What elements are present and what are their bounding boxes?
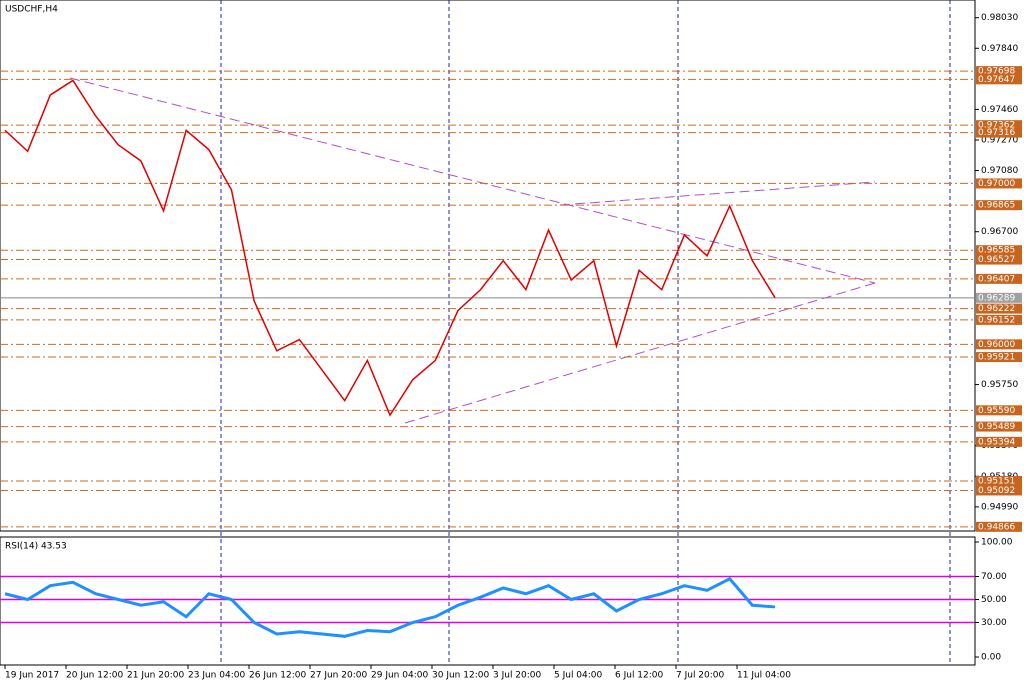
level-box bbox=[976, 254, 1022, 265]
y-tick-label: 0.96700 bbox=[981, 227, 1018, 237]
y-tick-label: 100.00 bbox=[981, 538, 1013, 548]
rsi-title: RSI(14) 43.53 bbox=[5, 542, 67, 552]
level-box bbox=[976, 421, 1022, 432]
period-separators bbox=[220, 0, 951, 665]
y-tick-label: 0.94990 bbox=[981, 502, 1018, 512]
level-label: 0.95489 bbox=[978, 422, 1015, 432]
level-label: 0.96000 bbox=[978, 340, 1015, 350]
level-box bbox=[976, 66, 1022, 77]
level-label: 0.96865 bbox=[978, 201, 1015, 211]
level-box bbox=[976, 74, 1022, 85]
level-box bbox=[976, 314, 1022, 325]
rsi-panel bbox=[0, 536, 976, 666]
x-tick-label: 29 Jun 04:00 bbox=[371, 671, 428, 681]
level-box bbox=[976, 245, 1022, 256]
series-line bbox=[4, 576, 776, 638]
level-box bbox=[976, 475, 1022, 486]
trend-lines bbox=[69, 77, 876, 424]
x-tick-label: 20 Jun 12:00 bbox=[66, 671, 123, 681]
level-label: 0.97316 bbox=[978, 128, 1015, 138]
chart-title: USDCHF,H4 bbox=[5, 5, 58, 15]
level-box bbox=[976, 405, 1022, 416]
level-label: 0.96152 bbox=[978, 315, 1015, 325]
level-box bbox=[976, 120, 1022, 131]
level-label: 0.96222 bbox=[978, 304, 1015, 314]
level-label: 0.95394 bbox=[978, 437, 1015, 447]
level-label: 0.97000 bbox=[978, 179, 1015, 189]
level-label: 0.95590 bbox=[978, 406, 1015, 416]
x-tick-label: 21 Jun 20:00 bbox=[127, 671, 184, 681]
level-label: 0.97698 bbox=[978, 67, 1015, 77]
level-box bbox=[976, 127, 1022, 138]
y-tick-label: 0.98030 bbox=[981, 13, 1018, 23]
x-tick-label: 19 Jun 2017 bbox=[5, 671, 59, 681]
level-label: 0.96407 bbox=[978, 274, 1015, 284]
level-label: 0.95151 bbox=[978, 476, 1015, 486]
series-line bbox=[4, 79, 776, 417]
x-tick-label: 27 Jun 20:00 bbox=[310, 671, 367, 681]
y-tick-label: 30.00 bbox=[981, 618, 1007, 628]
x-tick-label: 23 Jun 04:00 bbox=[188, 671, 245, 681]
level-label: 0.96527 bbox=[978, 255, 1015, 265]
level-label: 0.95921 bbox=[978, 353, 1015, 363]
y-tick-label: 0.97270 bbox=[981, 135, 1018, 145]
y-tick-label: 0.97460 bbox=[981, 105, 1018, 115]
current-price-label: 0.96289 bbox=[978, 293, 1015, 303]
level-box bbox=[976, 436, 1022, 447]
y-tick-label: 0.97080 bbox=[981, 166, 1018, 176]
level-box bbox=[976, 303, 1022, 314]
x-tick-label: 26 Jun 12:00 bbox=[249, 671, 306, 681]
level-box bbox=[976, 485, 1022, 496]
y-tick-label: 0.97840 bbox=[981, 44, 1018, 54]
y-tick-label: 70.00 bbox=[981, 572, 1007, 582]
current-price-box bbox=[976, 292, 1022, 303]
level-label: 0.95092 bbox=[978, 486, 1015, 496]
x-tick-label: 6 Jul 12:00 bbox=[615, 671, 664, 681]
level-box bbox=[976, 352, 1022, 363]
level-box bbox=[976, 273, 1022, 284]
level-label: 0.96585 bbox=[978, 246, 1015, 256]
level-label: 0.94866 bbox=[978, 522, 1015, 532]
level-box bbox=[976, 200, 1022, 211]
x-tick-label: 5 Jul 04:00 bbox=[554, 671, 603, 681]
y-tick-label: 0.95750 bbox=[981, 380, 1018, 390]
x-tick-label: 30 Jun 12:00 bbox=[432, 671, 489, 681]
level-label: 0.97362 bbox=[978, 121, 1015, 131]
x-tick-label: 3 Jul 20:00 bbox=[493, 671, 542, 681]
x-tick-label: 7 Jul 20:00 bbox=[676, 671, 725, 681]
y-tick-label: 0.00 bbox=[981, 653, 1001, 663]
level-box bbox=[976, 339, 1022, 350]
price-panel bbox=[0, 0, 976, 532]
y-tick-label: 50.00 bbox=[981, 595, 1007, 605]
x-tick-label: 11 Jul 04:00 bbox=[737, 671, 791, 681]
level-label: 0.97647 bbox=[978, 75, 1015, 85]
level-box bbox=[976, 521, 1022, 532]
level-box bbox=[976, 178, 1022, 189]
